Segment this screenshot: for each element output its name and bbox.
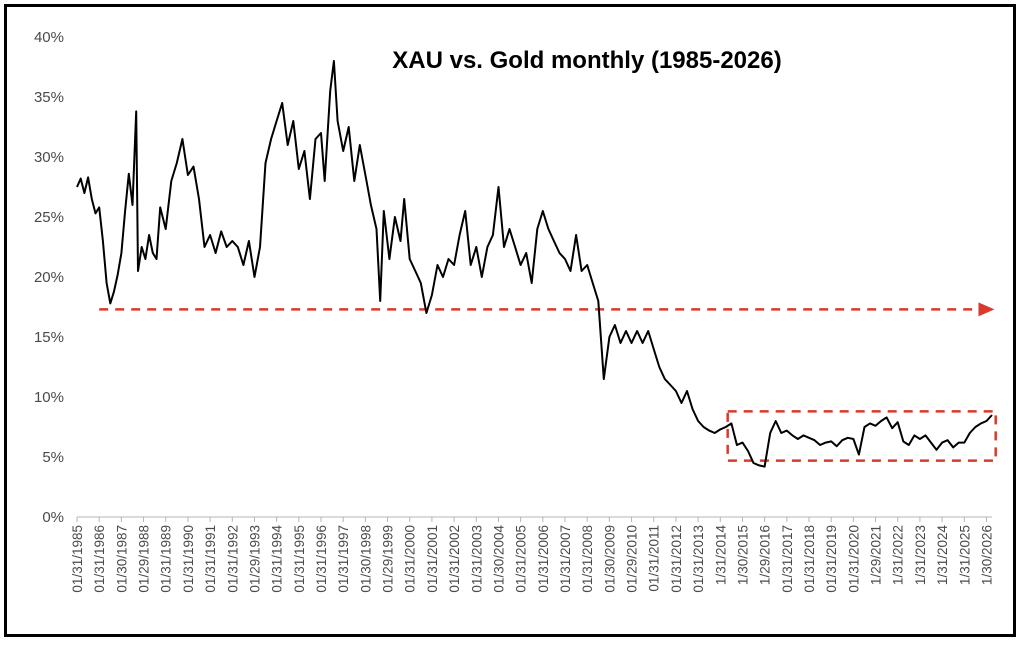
y-tick-label: 10% [34, 389, 64, 406]
x-tick-label: 01/31/1994 [270, 525, 285, 593]
x-tick-label: 01/31/2005 [514, 525, 529, 593]
x-tick-label: 01/30/1998 [358, 525, 373, 593]
x-tick-label: 01/31/1992 [225, 525, 240, 593]
chart: XAU vs. Gold monthly (1985-2026) 0% 5% 10%… [34, 29, 997, 593]
x-tick-label: 01/29/1999 [381, 525, 396, 593]
x-tick-label: 01/29/1988 [137, 525, 152, 593]
x-tick-label: 01/29/2010 [625, 525, 640, 593]
chart-frame: XAU vs. Gold monthly (1985-2026) 0% 5% 10%… [4, 4, 1016, 637]
x-tick-label: 01/31/1989 [159, 525, 174, 593]
x-axis-ticks [76, 517, 987, 522]
y-tick-label: 15% [34, 329, 64, 346]
x-tick-label: 1/30/2015 [735, 525, 750, 585]
x-tick-label: 01/31/1997 [336, 525, 351, 593]
x-tick-label: 01/31/2019 [824, 525, 839, 593]
y-tick-label: 20% [34, 269, 64, 286]
x-tick-label: 01/31/2001 [425, 525, 440, 593]
x-tick-label: 01/31/1996 [314, 525, 329, 593]
highlight-dashed-box [726, 410, 997, 462]
x-tick-label: 1/31/2025 [957, 525, 972, 585]
x-tick-label: 1/29/2021 [869, 525, 884, 585]
x-tick-label: 01/31/2013 [691, 525, 706, 593]
x-tick-label: 01/31/1986 [92, 525, 107, 593]
x-tick-label: 01/30/1987 [114, 525, 129, 593]
x-tick-label: 1/30/2026 [979, 525, 994, 585]
x-tick-label: 1/31/2024 [935, 525, 950, 586]
y-tick-label: 30% [34, 149, 64, 166]
y-axis-ticks: 0% 5% 10% 15% 20% 25% 30% 35% 40% [34, 29, 64, 526]
x-tick-label: 1/31/2014 [713, 525, 728, 586]
x-tick-label: 01/29/1993 [247, 525, 262, 593]
x-tick-label: 01/31/2007 [558, 525, 573, 593]
arrow-head-icon [978, 302, 995, 317]
y-tick-label: 5% [42, 449, 64, 466]
x-tick-label: 01/31/2002 [447, 525, 462, 593]
x-tick-label: 01/31/2017 [780, 525, 795, 593]
x-tick-label: 01/31/1990 [181, 525, 196, 593]
y-tick-label: 40% [34, 29, 64, 46]
x-axis-tick-labels: 01/31/1985 01/31/1986 01/30/1987 01/29/1988… [70, 525, 994, 593]
x-tick-label: 1/31/2023 [913, 525, 928, 585]
series-line [76, 60, 993, 468]
annotations [99, 302, 997, 462]
x-tick-label: 01/31/2020 [846, 525, 861, 593]
x-tick-label: 01/31/1991 [203, 525, 218, 593]
x-tick-label: 01/31/1985 [70, 525, 85, 593]
x-tick-label: 01/31/2008 [580, 525, 595, 593]
x-tick-label: 01/31/2003 [469, 525, 484, 593]
x-tick-label: 1/29/2016 [758, 525, 773, 585]
x-tick-label: 01/31/2018 [802, 525, 817, 593]
x-tick-label: 01/31/2012 [669, 525, 684, 593]
x-tick-label: 01/31/2011 [647, 525, 662, 592]
x-tick-label: 01/30/2009 [602, 525, 617, 593]
y-tick-label: 25% [34, 209, 64, 226]
x-tick-label: 1/31/2022 [891, 525, 906, 585]
x-tick-label: 01/31/1995 [292, 525, 307, 593]
x-tick-label: 01/31/2006 [536, 525, 551, 593]
chart-title: XAU vs. Gold monthly (1985-2026) [392, 47, 781, 74]
y-tick-label: 35% [34, 89, 64, 106]
x-tick-label: 01/30/2004 [491, 525, 506, 593]
y-tick-label: 0% [42, 509, 64, 526]
x-tick-label: 01/31/2000 [403, 525, 418, 593]
